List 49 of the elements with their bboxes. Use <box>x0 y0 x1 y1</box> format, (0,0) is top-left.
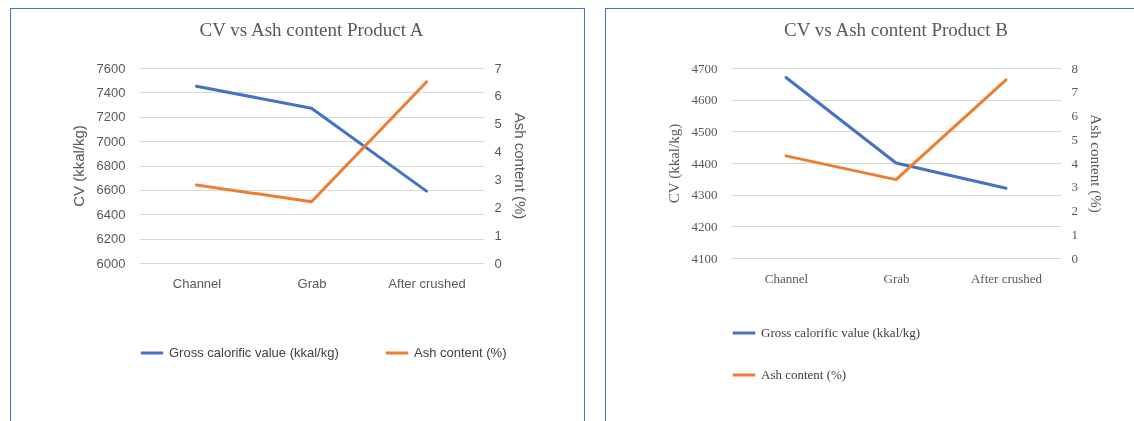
x-tick-label: Grab <box>297 275 327 291</box>
y-tick-label: 7400 <box>96 84 126 100</box>
y-tick-label: 7000 <box>96 133 126 149</box>
y2-tick-label: 1 <box>494 227 502 243</box>
y-tick-label: 6800 <box>96 158 126 173</box>
y2-tick-label: 3 <box>494 171 502 187</box>
y-tick-label: 4700 <box>691 60 718 76</box>
y2-tick-label: 3 <box>1071 179 1078 195</box>
y2-tick-label: 4 <box>494 144 502 160</box>
y-axis-title: CV (kkal/kg) <box>665 123 683 204</box>
y2-tick-label: 0 <box>494 255 502 271</box>
y2-axis-title: Ash content (%) <box>511 112 529 220</box>
y2-tick-label: 4 <box>1071 155 1079 171</box>
y2-tick-label: 2 <box>494 199 502 215</box>
x-tick-label: Channel <box>764 270 809 286</box>
x-tick-label: Channel <box>172 275 222 291</box>
y-tick-label: 7600 <box>96 60 126 76</box>
y-tick-label: 4500 <box>691 123 718 139</box>
y2-tick-label: 1 <box>1071 226 1078 242</box>
x-tick-label: Grab <box>883 270 910 286</box>
legend-label: Gross calorific value (kkal/kg) <box>169 345 339 360</box>
y-tick-label: 4200 <box>691 218 718 234</box>
y2-tick-label: 2 <box>1071 203 1078 218</box>
y-tick-label: 4300 <box>691 187 718 203</box>
legend-label: Gross calorific value (kkal/kg) <box>761 325 921 340</box>
y-tick-label: 6200 <box>96 231 126 247</box>
y2-tick-label: 5 <box>494 116 502 132</box>
x-tick-label: After crushed <box>970 270 1043 286</box>
y-tick-label: 4400 <box>691 155 718 171</box>
y-tick-label: 4100 <box>691 250 718 266</box>
y2-tick-label: 0 <box>1071 250 1078 266</box>
legend-label: Ash content (%) <box>761 367 847 382</box>
y-axis-title: CV (kkal/kg) <box>69 125 87 207</box>
chart-title: CV vs Ash content Product B <box>784 19 1008 40</box>
x-tick-label: After crushed <box>388 275 466 291</box>
y2-tick-label: 7 <box>1071 84 1079 100</box>
y-tick-label: 6400 <box>96 206 126 222</box>
y-tick-label: 7200 <box>96 109 126 125</box>
legend-label: Ash content (%) <box>414 345 507 360</box>
y-tick-label: 4600 <box>691 92 718 108</box>
y2-tick-label: 8 <box>1071 60 1078 76</box>
y2-tick-label: 6 <box>494 88 502 104</box>
y2-tick-label: 7 <box>494 60 502 76</box>
chart-title: CV vs Ash content Product A <box>199 19 424 40</box>
y-tick-label: 6000 <box>96 255 126 271</box>
y2-axis-title: Ash content (%) <box>1087 114 1104 213</box>
y2-tick-label: 6 <box>1071 108 1079 123</box>
y2-tick-label: 5 <box>1071 131 1078 147</box>
y-tick-label: 6600 <box>96 182 126 198</box>
